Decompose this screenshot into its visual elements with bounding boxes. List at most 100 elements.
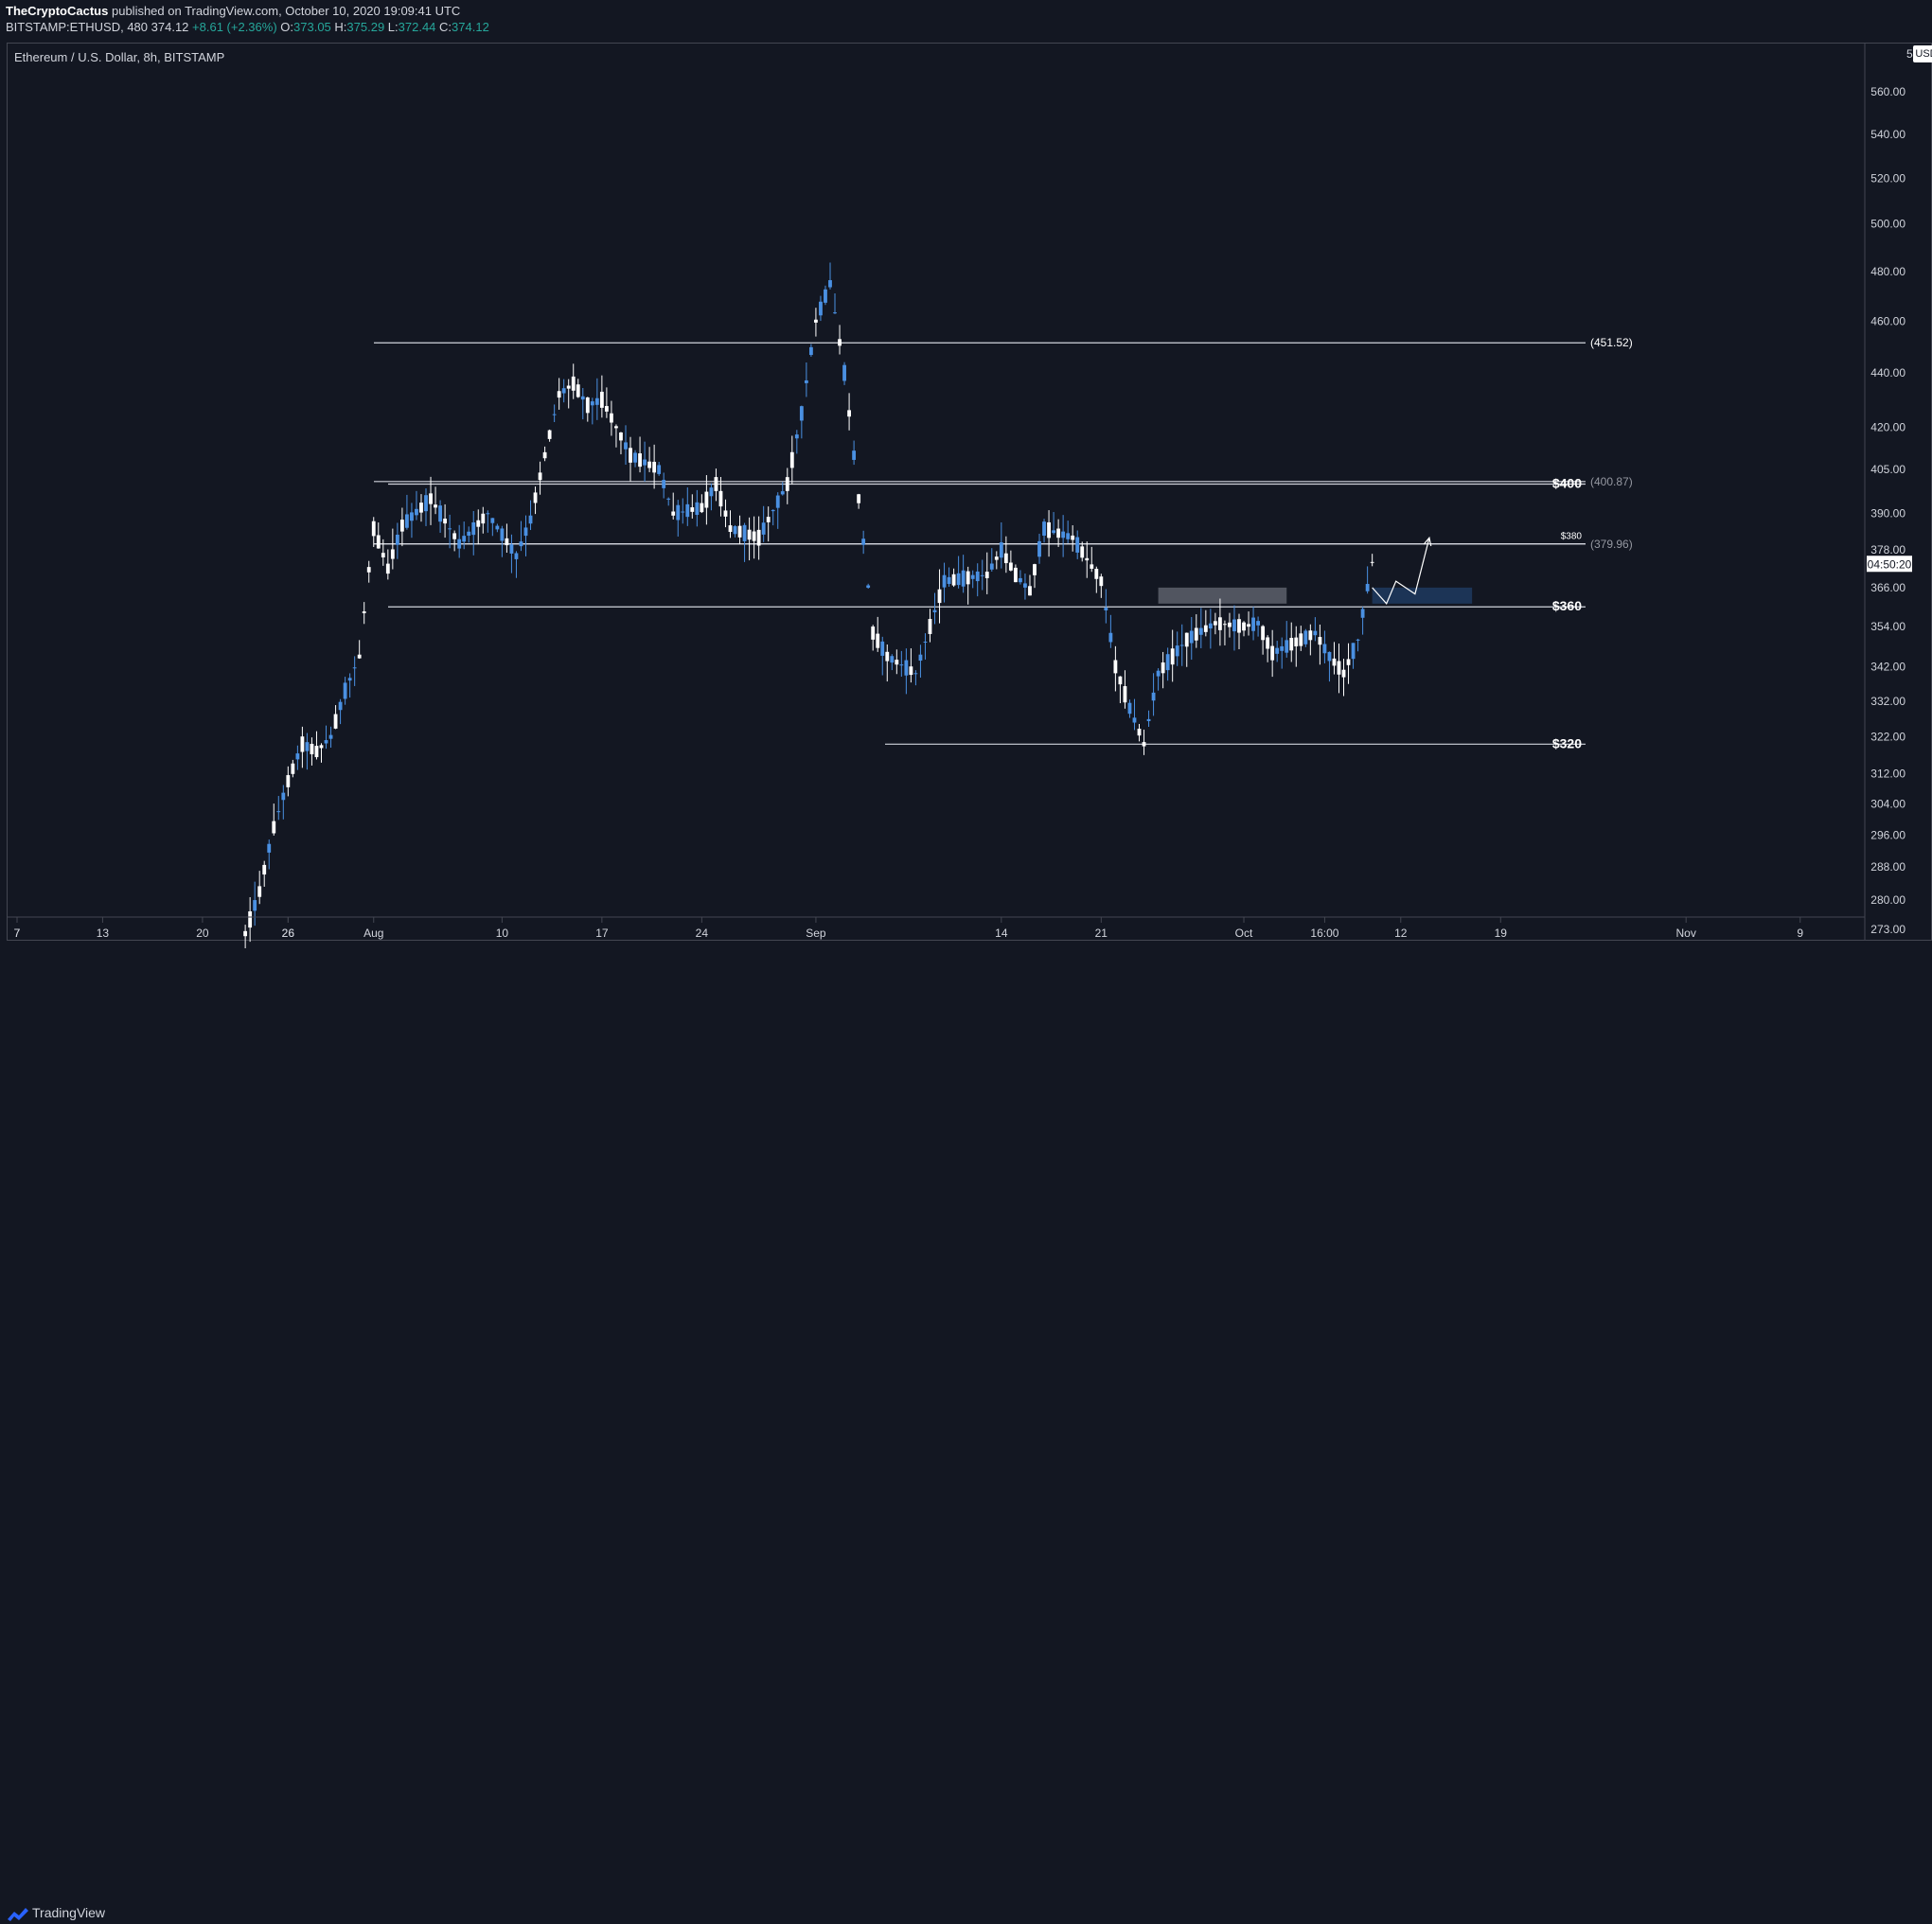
price-axis: 273.00 280.00 288.00 296.00 304.00 312.00 322.… bbox=[1864, 44, 1912, 941]
candle-body bbox=[619, 432, 623, 441]
candle-body bbox=[942, 574, 947, 588]
candle-body bbox=[610, 413, 613, 423]
candle-body bbox=[333, 714, 338, 729]
candle-body bbox=[1217, 617, 1222, 630]
candle-body bbox=[1285, 640, 1289, 653]
candle-body bbox=[1299, 633, 1303, 646]
price-tick-label: 312.00 bbox=[1870, 768, 1905, 781]
price-countdown-label: 04:50:20 bbox=[1868, 557, 1912, 571]
level-label: (451.52) bbox=[1590, 336, 1633, 349]
candle-body bbox=[1203, 625, 1208, 632]
price-change: +8.61 (+2.36%) bbox=[192, 20, 277, 34]
candle-body bbox=[1332, 658, 1337, 666]
candle-body bbox=[1318, 637, 1322, 645]
candle-body bbox=[566, 385, 571, 389]
price-tick-label: 440.00 bbox=[1870, 366, 1905, 380]
candle-body bbox=[272, 821, 276, 834]
candle-body bbox=[1223, 624, 1227, 626]
candle-body bbox=[723, 510, 728, 517]
candle-body bbox=[966, 571, 970, 585]
tradingview-logo-icon[interactable] bbox=[7, 1903, 29, 1924]
candle-body bbox=[638, 453, 642, 468]
candle-body bbox=[267, 843, 272, 853]
candle-body bbox=[1108, 632, 1113, 643]
time-tick-label: Nov bbox=[1676, 927, 1696, 940]
time-tick-label: Aug bbox=[363, 927, 383, 940]
candle-body bbox=[643, 459, 647, 466]
candle-body bbox=[662, 480, 666, 488]
candle-body bbox=[1047, 521, 1051, 538]
candle-body bbox=[742, 524, 747, 541]
author-name[interactable]: TheCryptoCactus bbox=[6, 4, 109, 18]
candle-body bbox=[486, 513, 490, 515]
price-tick-label: 420.00 bbox=[1870, 420, 1905, 433]
candle-body bbox=[970, 574, 975, 579]
candle-body bbox=[457, 538, 462, 549]
candle-body bbox=[847, 410, 851, 417]
candle-body bbox=[775, 495, 780, 508]
candle-body bbox=[681, 511, 685, 513]
low-value: 372.44 bbox=[398, 20, 436, 34]
symbol: BITSTAMP:ETHUSD, 480 bbox=[6, 20, 149, 34]
candle-body bbox=[828, 280, 832, 288]
candle-body bbox=[842, 364, 846, 381]
projection-line[interactable] bbox=[1372, 538, 1430, 605]
candle-body bbox=[395, 535, 399, 545]
time-tick-label: 17 bbox=[595, 927, 609, 940]
candle-body bbox=[1341, 669, 1346, 678]
level-label: $380 bbox=[1561, 532, 1583, 542]
candle-body bbox=[1194, 627, 1198, 641]
candle-body bbox=[918, 654, 923, 662]
candle-body bbox=[328, 734, 333, 739]
candle-body bbox=[576, 384, 580, 397]
candle-body bbox=[528, 515, 533, 524]
candle-body bbox=[714, 477, 718, 491]
candle-body bbox=[523, 527, 528, 537]
price-tick-label: 280.00 bbox=[1870, 893, 1905, 907]
candle-body bbox=[695, 502, 700, 516]
brand-name[interactable]: TradingView bbox=[32, 1905, 106, 1920]
candle-body bbox=[824, 289, 827, 303]
zones bbox=[1158, 587, 1473, 604]
candle-body bbox=[1118, 676, 1123, 685]
time-tick-label: 7 bbox=[14, 927, 21, 940]
candle-body bbox=[1066, 533, 1071, 539]
highlight-zone[interactable] bbox=[1158, 587, 1287, 604]
candle-body bbox=[281, 792, 286, 801]
candle-body bbox=[1132, 717, 1137, 723]
candle-body bbox=[467, 531, 471, 537]
candle-body bbox=[1313, 630, 1318, 636]
candle-body bbox=[909, 666, 913, 676]
candle-body bbox=[676, 504, 681, 521]
candle-body bbox=[519, 541, 523, 547]
candle-body bbox=[1251, 617, 1255, 631]
candle-body bbox=[709, 487, 714, 497]
candle-body bbox=[799, 406, 804, 421]
highlight-zone[interactable] bbox=[1372, 587, 1473, 604]
candle-body bbox=[819, 301, 823, 316]
candle-body bbox=[1256, 621, 1261, 626]
price-tick-label: 405.00 bbox=[1870, 463, 1905, 476]
candle-body bbox=[833, 312, 837, 314]
price-chart[interactable]: (451.52) (400.87) $400 $380 (379.96) $360 $320… bbox=[0, 0, 1932, 982]
candle-body bbox=[1337, 661, 1341, 675]
candle-body bbox=[747, 529, 752, 540]
candle-body bbox=[248, 910, 253, 928]
candle-body bbox=[1123, 686, 1127, 703]
candle-body bbox=[1237, 619, 1241, 633]
candle-body bbox=[1013, 567, 1018, 583]
candle-body bbox=[495, 525, 500, 530]
time-tick-label: Sep bbox=[806, 927, 826, 940]
candle-body bbox=[376, 535, 381, 549]
candle-body bbox=[704, 491, 709, 508]
candle-body bbox=[899, 664, 904, 666]
candle-body bbox=[381, 553, 385, 558]
price-tick-label: 288.00 bbox=[1870, 860, 1905, 874]
candle-body bbox=[1113, 660, 1118, 674]
candle-body bbox=[928, 618, 932, 634]
currency-badge[interactable]: USD bbox=[1913, 45, 1932, 62]
time-tick-label: 20 bbox=[196, 927, 209, 940]
time-tick-label: 12 bbox=[1394, 927, 1408, 940]
candle-body bbox=[310, 743, 314, 754]
candle-body bbox=[700, 503, 704, 513]
